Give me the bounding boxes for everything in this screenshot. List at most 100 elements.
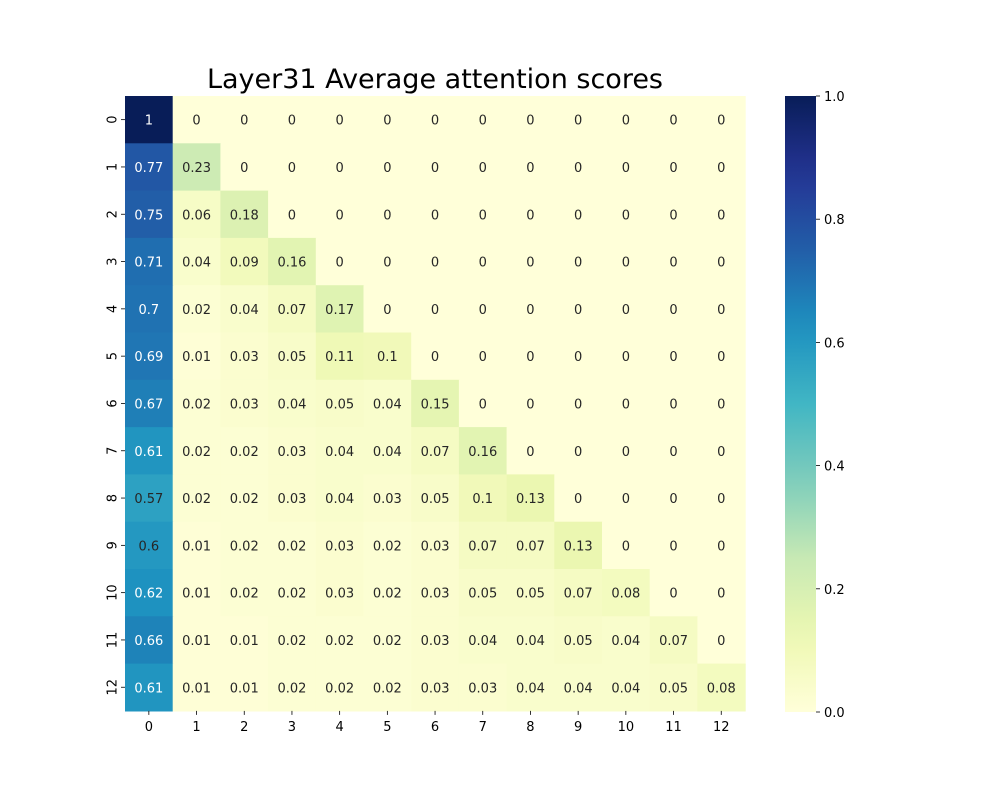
heatmap-cell: [315, 521, 365, 570]
cell-value-label: 0.16: [468, 445, 497, 460]
cell-value-label: 0: [431, 256, 439, 271]
heatmap-cell: [315, 285, 365, 334]
heatmap-cell: [363, 143, 412, 192]
cell-value-label: 0: [717, 445, 725, 460]
cell-value-label: 0.05: [659, 681, 688, 696]
cell-value-label: 0: [717, 208, 725, 223]
cell-value-label: 0.03: [230, 350, 259, 365]
cell-value-label: 0.03: [325, 587, 354, 602]
colorbar-tick-label: 0.2: [824, 583, 845, 598]
x-axis-ticks: 0 1 2 3 4 5 6 7 8 9 10 11 12: [145, 710, 730, 735]
x-tick-label: 5: [383, 720, 391, 735]
cell-value-label: 0.02: [182, 303, 211, 318]
heatmap-cell: [649, 285, 698, 334]
cell-value-label: 0.1: [472, 492, 493, 507]
heatmap-cell: [411, 143, 460, 192]
heatmap-cell: [554, 474, 603, 523]
heatmap-cell: [458, 521, 508, 570]
cell-value-label: 0: [574, 397, 582, 412]
heatmap-cell: [458, 663, 508, 712]
heatmap-cell: [315, 96, 365, 144]
heatmap-cell: [363, 474, 412, 523]
heatmap-cell: [554, 427, 603, 475]
cell-value-label: 0.08: [611, 587, 640, 602]
heatmap-cells: 1 0 0 0 0 0 0 0 0 0 0 0 0 0.77 0.23 0 0 0 0 0 0 0 0 0 0 0 0.75 0.06…: [125, 96, 746, 712]
cell-value-label: 0.04: [516, 634, 545, 649]
heatmap-cell: [506, 190, 555, 239]
cell-value-label: 0.02: [230, 445, 259, 460]
cell-value-label: 0.02: [230, 539, 259, 554]
heatmap-cell: [506, 96, 555, 144]
cell-value-label: 0: [669, 539, 677, 554]
cell-value-label: 0: [431, 208, 439, 223]
cell-value-label: 0.71: [134, 256, 163, 271]
heatmap-cell: [363, 663, 412, 712]
heatmap-cell: [697, 332, 746, 381]
colorbar-ticks: 0.0 0.2 0.4 0.6 0.8 1.0: [816, 90, 845, 721]
cell-value-label: 0: [717, 492, 725, 507]
cell-value-label: 0: [622, 445, 630, 460]
cell-value-label: 0.01: [182, 587, 211, 602]
x-tick-label: 11: [665, 720, 682, 735]
heatmap-cell: [220, 379, 269, 428]
colorbar-tick-label: 0.0: [824, 706, 845, 721]
cell-value-label: 0: [288, 208, 296, 223]
heatmap-cell: [125, 427, 174, 475]
y-tick-label: 2: [106, 210, 121, 218]
heatmap-cell: [554, 332, 603, 381]
heatmap-cell: [315, 427, 365, 475]
heatmap-cell: [649, 521, 698, 570]
cell-value-label: 0: [622, 114, 630, 129]
cell-value-label: 0.05: [421, 492, 450, 507]
heatmap-cell: [602, 474, 651, 523]
cell-value-label: 0: [669, 114, 677, 129]
cell-value-label: 0.16: [277, 256, 306, 271]
heatmap-cell: [602, 379, 651, 428]
heatmap-cell: [172, 616, 221, 665]
y-tick-label: 8: [106, 494, 121, 502]
cell-value-label: 0: [622, 350, 630, 365]
heatmap-cell: [315, 143, 365, 192]
heatmap-cell: [506, 474, 555, 523]
cell-value-label: 0.02: [277, 587, 306, 602]
cell-value-label: 0: [431, 303, 439, 318]
heatmap-cell: [315, 332, 365, 381]
cell-value-label: 0.03: [421, 587, 450, 602]
cell-value-label: 0: [669, 587, 677, 602]
heatmap-cell: [649, 96, 698, 144]
cell-value-label: 0.61: [134, 681, 163, 696]
cell-value-label: 0.05: [516, 587, 545, 602]
cell-value-label: 0.11: [325, 350, 354, 365]
cell-value-label: 0.07: [277, 303, 306, 318]
cell-value-label: 0: [717, 539, 725, 554]
heatmap-cell: [458, 96, 508, 144]
cell-value-label: 0.03: [373, 492, 402, 507]
heatmap-cell: [125, 332, 174, 381]
cell-value-label: 0: [479, 256, 487, 271]
cell-value-label: 0: [479, 161, 487, 176]
heatmap-cell: [268, 569, 317, 617]
heatmap-cell: [697, 379, 746, 428]
heatmap-cell: [697, 616, 746, 665]
heatmap-cell: [554, 569, 603, 617]
heatmap-cell: [506, 143, 555, 192]
cell-value-label: 0.01: [182, 681, 211, 696]
cell-value-label: 0: [526, 350, 534, 365]
x-tick-label: 10: [618, 720, 635, 735]
heatmap-cell: [697, 474, 746, 523]
y-tick-label: 4: [106, 305, 121, 313]
heatmap-cell: [125, 663, 174, 712]
heatmap-cell: [411, 237, 460, 286]
cell-value-label: 0.02: [182, 445, 211, 460]
cell-value-label: 0: [479, 397, 487, 412]
cell-value-label: 0.07: [421, 445, 450, 460]
cell-value-label: 0.05: [468, 587, 497, 602]
heatmap-cell: [697, 427, 746, 475]
cell-value-label: 0.02: [373, 634, 402, 649]
heatmap-cell: [411, 190, 460, 239]
heatmap-cell: [268, 427, 317, 475]
y-tick-label: 9: [106, 541, 121, 549]
cell-value-label: 0: [383, 256, 391, 271]
heatmap-cell: [363, 521, 412, 570]
cell-value-label: 0.01: [182, 539, 211, 554]
